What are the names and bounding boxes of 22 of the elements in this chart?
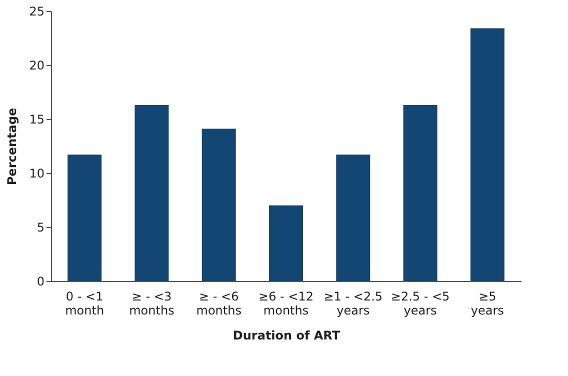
x-tick-label: ≥2.5 - <5 years xyxy=(390,290,450,318)
bar xyxy=(470,28,504,281)
bar xyxy=(269,205,303,281)
y-axis-title: Percentage xyxy=(5,108,20,186)
x-axis-title: Duration of ART xyxy=(232,328,341,342)
y-tick-label: 5 xyxy=(36,220,44,234)
bar xyxy=(403,104,438,281)
y-tick-label: 25 xyxy=(29,4,44,18)
bar xyxy=(68,154,102,281)
x-tick-label: ≥ - <6 months xyxy=(196,290,242,318)
bar xyxy=(134,104,169,281)
y-tick-label: 15 xyxy=(29,112,44,126)
y-tick-label: 10 xyxy=(29,166,44,180)
y-tick-label: 0 xyxy=(36,274,44,288)
bar xyxy=(336,154,370,281)
x-tick-label: ≥5 years xyxy=(470,290,504,318)
x-tick-label: ≥6 - <12 months xyxy=(258,290,314,318)
bar xyxy=(202,128,236,281)
x-tick-label: ≥1 - <2.5 years xyxy=(324,290,383,318)
x-tick-label: ≥ - <3 months xyxy=(129,290,174,318)
x-tick-label: 0 - <1 month xyxy=(65,290,104,318)
y-tick-label: 20 xyxy=(29,58,44,72)
